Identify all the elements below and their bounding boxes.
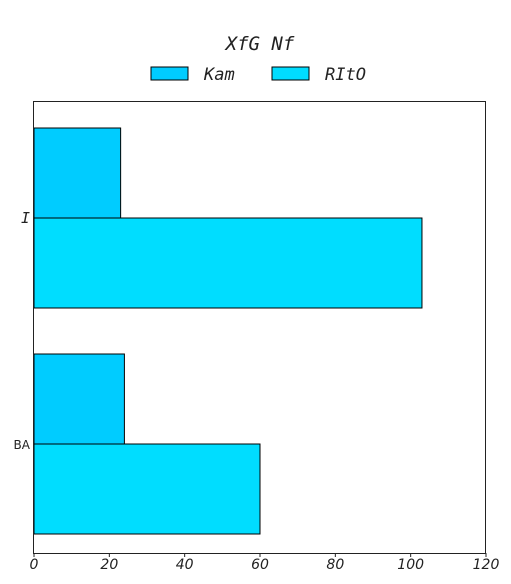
legend-label-rito: RItO: [325, 65, 366, 85]
y-axis: I BA: [14, 209, 31, 452]
x-tick-label: 100: [397, 557, 424, 573]
legend: Kam RItO: [150, 65, 366, 85]
x-tick-label: 60: [251, 557, 269, 573]
x-tick-label: 0: [30, 557, 39, 573]
bar-kam-ba: [33, 353, 125, 445]
legend-swatch-kam: [150, 66, 189, 81]
bars: [33, 127, 423, 535]
bar-kam-i: [33, 127, 122, 219]
legend-swatch-rito: [271, 66, 310, 81]
x-tick-label: 20: [100, 557, 118, 573]
legend-label-kam: Kam: [203, 65, 235, 85]
x-tick-label: 80: [326, 557, 344, 573]
y-tick-label: BA: [14, 438, 31, 452]
chart-title: XfG Nf: [224, 33, 295, 55]
bar-rito-i: [33, 217, 423, 309]
x-tick-label: 120: [473, 557, 500, 573]
x-axis: 0 20 40 60 80 100 120: [30, 553, 500, 573]
bar-rito-ba: [33, 443, 261, 535]
x-tick-label: 40: [176, 557, 194, 573]
y-tick-label: I: [21, 209, 30, 227]
